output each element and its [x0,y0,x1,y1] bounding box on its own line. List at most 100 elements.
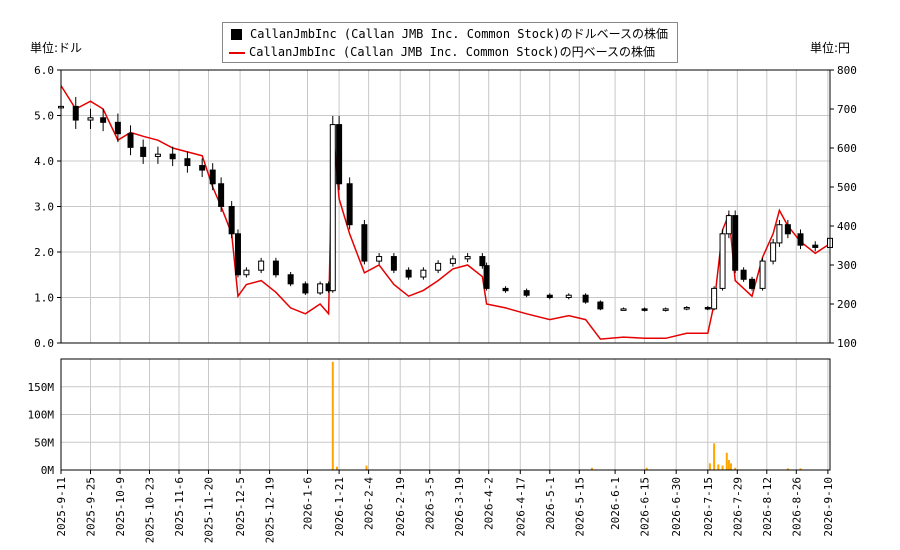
left-tick-label: 1.0 [34,292,54,305]
x-tick-label: 2025-11-6 [173,477,186,537]
candle-body [336,124,343,185]
candle-body [218,183,225,207]
x-tick-label: 2026-7-15 [702,477,715,537]
volume-bar [708,463,711,470]
volume-tick-label: 50M [34,436,54,449]
candle-body [184,158,191,167]
candle-body [759,260,766,289]
legend-item-yen: CallanJmbInc (Callan JMB Inc. Common Sto… [229,43,655,61]
volume-bar [335,466,338,470]
right-tick-label: 500 [837,181,857,194]
x-tick-label: 2026-1-21 [333,477,346,537]
volume-tick-label: 150M [28,381,55,394]
x-tick-label: 2026-2-4 [363,477,376,530]
candle-body [317,283,324,294]
candle-body [784,224,791,235]
candle-body [740,269,747,280]
candle-body [449,258,456,264]
candle-body [749,278,756,289]
volume-bar [729,463,732,470]
price-panel-frame [60,69,831,344]
candle-body [140,146,147,157]
candle-body [719,233,726,289]
candle-body [732,215,739,271]
volume-tick-label: 100M [28,409,55,422]
right-tick-label: 200 [837,298,857,311]
volume-bar [717,464,720,470]
candle-body [770,242,777,262]
candle-body [683,307,690,310]
right-axis-unit: 単位:円 [810,41,851,55]
candle-body [641,308,648,311]
candle-body [662,308,669,311]
candle-body [479,256,486,267]
x-tick-label: 2025-11-20 [202,477,215,543]
candle-body [287,274,294,285]
right-tick-label: 100 [837,337,857,350]
candle-body [597,301,604,310]
volume-bar [365,465,368,470]
x-tick-label: 2026-5-15 [573,477,586,537]
candle-body [329,124,336,292]
candle-body [228,206,235,235]
candle-body [87,117,94,121]
candle-body [435,262,442,271]
x-tick-label: 2026-7-29 [731,477,744,537]
candle-body [154,153,161,157]
candle-body [711,287,718,310]
left-tick-label: 0.0 [34,337,54,350]
x-tick-label: 2026-4-2 [483,477,496,530]
x-tick-label: 2026-1-6 [302,477,315,530]
candle-body [169,153,176,160]
candle-body [546,294,553,299]
right-tick-label: 800 [837,64,857,77]
right-tick-label: 300 [837,259,857,272]
x-tick-label: 2026-3-5 [424,477,437,530]
candle-body [361,224,368,262]
candle-body [72,105,79,121]
candle-body [346,183,353,226]
candle-body [100,117,107,123]
x-tick-label: 2025-9-25 [84,477,97,537]
left-tick-label: 4.0 [34,155,54,168]
candle-body [376,256,383,262]
candle-body [464,256,471,260]
candle-body [390,256,397,271]
candle-body [776,224,783,244]
volume-panel-frame [60,358,831,471]
x-tick-label: 2025-10-9 [114,477,127,537]
candle-body [502,287,509,292]
legend-swatch-candle [231,29,242,40]
volume-bar [786,468,789,470]
right-tick-label: 600 [837,142,857,155]
volume-bar [734,467,737,470]
candle-body [272,260,279,276]
left-tick-label: 6.0 [34,64,54,77]
candle-body [565,294,572,299]
yen-price-line [60,85,831,340]
x-tick-label: 2026-4-17 [514,477,527,537]
x-tick-label: 2026-5-1 [544,477,557,530]
x-tick-label: 2025-12-19 [264,477,277,543]
candle-body [797,233,804,246]
candle-body [114,121,121,135]
x-tick-label: 2026-8-12 [761,477,774,537]
x-tick-label: 2026-9-10 [822,477,835,537]
volume-bar [725,452,728,470]
candle-body [405,269,412,278]
volume-bar [331,361,334,470]
legend-label-dollar: CallanJmbInc (Callan JMB Inc. Common Sto… [250,27,669,41]
x-tick-label: 2025-9-11 [55,477,68,537]
left-tick-label: 2.0 [34,246,54,259]
right-tick-label: 400 [837,220,857,233]
legend-label-yen: CallanJmbInc (Callan JMB Inc. Common Sto… [249,45,656,59]
candle-body [620,308,627,311]
candle-body [704,307,711,310]
legend-swatch-line [229,51,245,54]
legend-item-dollar: CallanJmbInc (Callan JMB Inc. Common Sto… [229,25,668,43]
volume-bar [590,467,593,470]
x-tick-label: 2026-6-15 [639,477,652,537]
right-tick-label: 700 [837,103,857,116]
left-tick-label: 3.0 [34,201,54,214]
